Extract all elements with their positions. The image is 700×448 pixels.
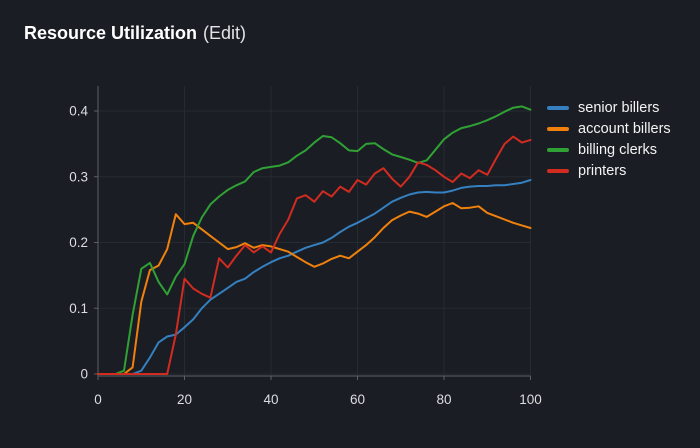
legend-label: printers [578, 163, 627, 179]
series-line-printers [97, 135, 532, 375]
x-tick-label: 0 [94, 392, 102, 407]
y-tick-label: 0 [80, 367, 88, 382]
legend-swatch [547, 169, 569, 173]
legend-label: account billers [578, 121, 671, 137]
y-tick-label: 0.3 [69, 169, 88, 184]
legend-swatch [547, 127, 569, 131]
x-tick-label: 100 [519, 392, 542, 407]
x-tick-label: 80 [436, 392, 451, 407]
legend-swatch [547, 106, 569, 110]
legend-label: senior billers [578, 100, 660, 116]
series-line-senior-billers [97, 179, 532, 375]
series-line-account-billers [97, 202, 532, 375]
legend-item-senior-billers[interactable]: senior billers [547, 101, 671, 115]
legend-label: billing clerks [578, 142, 657, 158]
x-tick-label: 20 [177, 392, 192, 407]
legend-item-billing-clerks[interactable]: billing clerks [547, 143, 671, 157]
y-tick-label: 0.2 [69, 235, 88, 250]
series-line-billing-clerks [97, 105, 532, 375]
legend-item-printers[interactable]: printers [547, 164, 671, 178]
legend: senior billers account billers billing cle… [547, 101, 671, 178]
y-tick-label: 0.1 [69, 301, 88, 316]
x-tick-label: 60 [350, 392, 365, 407]
panel-title: Resource Utilization (Edit) [24, 22, 246, 44]
y-tick-label: 0.4 [69, 104, 88, 119]
legend-item-account-billers[interactable]: account billers [547, 122, 671, 136]
x-tick-label: 40 [263, 392, 278, 407]
page-title: Resource Utilization [24, 23, 198, 43]
legend-swatch [547, 148, 569, 152]
edit-link[interactable]: (Edit) [203, 23, 247, 43]
